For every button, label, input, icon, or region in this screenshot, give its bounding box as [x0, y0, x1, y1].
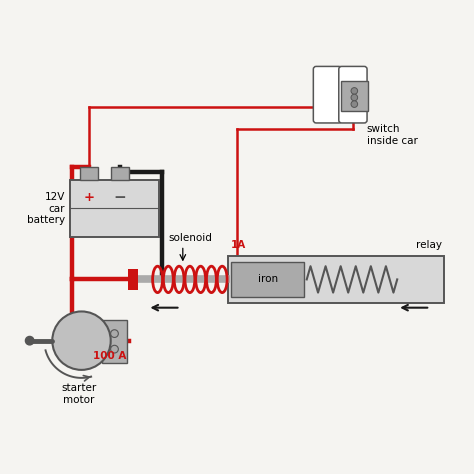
- Circle shape: [351, 94, 357, 101]
- FancyBboxPatch shape: [70, 181, 159, 237]
- Circle shape: [110, 330, 118, 337]
- Text: +: +: [83, 191, 94, 204]
- Circle shape: [351, 101, 357, 108]
- FancyBboxPatch shape: [102, 320, 127, 363]
- Text: 100 A: 100 A: [93, 351, 127, 361]
- Circle shape: [52, 311, 111, 370]
- Text: relay: relay: [416, 240, 442, 250]
- Text: solenoid: solenoid: [169, 233, 212, 243]
- FancyBboxPatch shape: [313, 66, 342, 123]
- Text: 1A: 1A: [230, 240, 246, 250]
- Text: −: −: [114, 190, 127, 205]
- FancyBboxPatch shape: [341, 82, 368, 111]
- Text: 12V
car
battery: 12V car battery: [27, 192, 65, 225]
- Circle shape: [26, 337, 34, 345]
- Circle shape: [351, 88, 357, 94]
- FancyBboxPatch shape: [231, 262, 304, 297]
- FancyBboxPatch shape: [339, 66, 367, 123]
- Text: iron: iron: [258, 274, 278, 284]
- FancyBboxPatch shape: [128, 269, 138, 290]
- Text: switch
inside car: switch inside car: [366, 124, 418, 146]
- FancyBboxPatch shape: [111, 167, 129, 181]
- FancyBboxPatch shape: [80, 167, 98, 181]
- FancyBboxPatch shape: [228, 256, 444, 303]
- Circle shape: [110, 345, 118, 353]
- Text: starter
motor: starter motor: [62, 383, 97, 405]
